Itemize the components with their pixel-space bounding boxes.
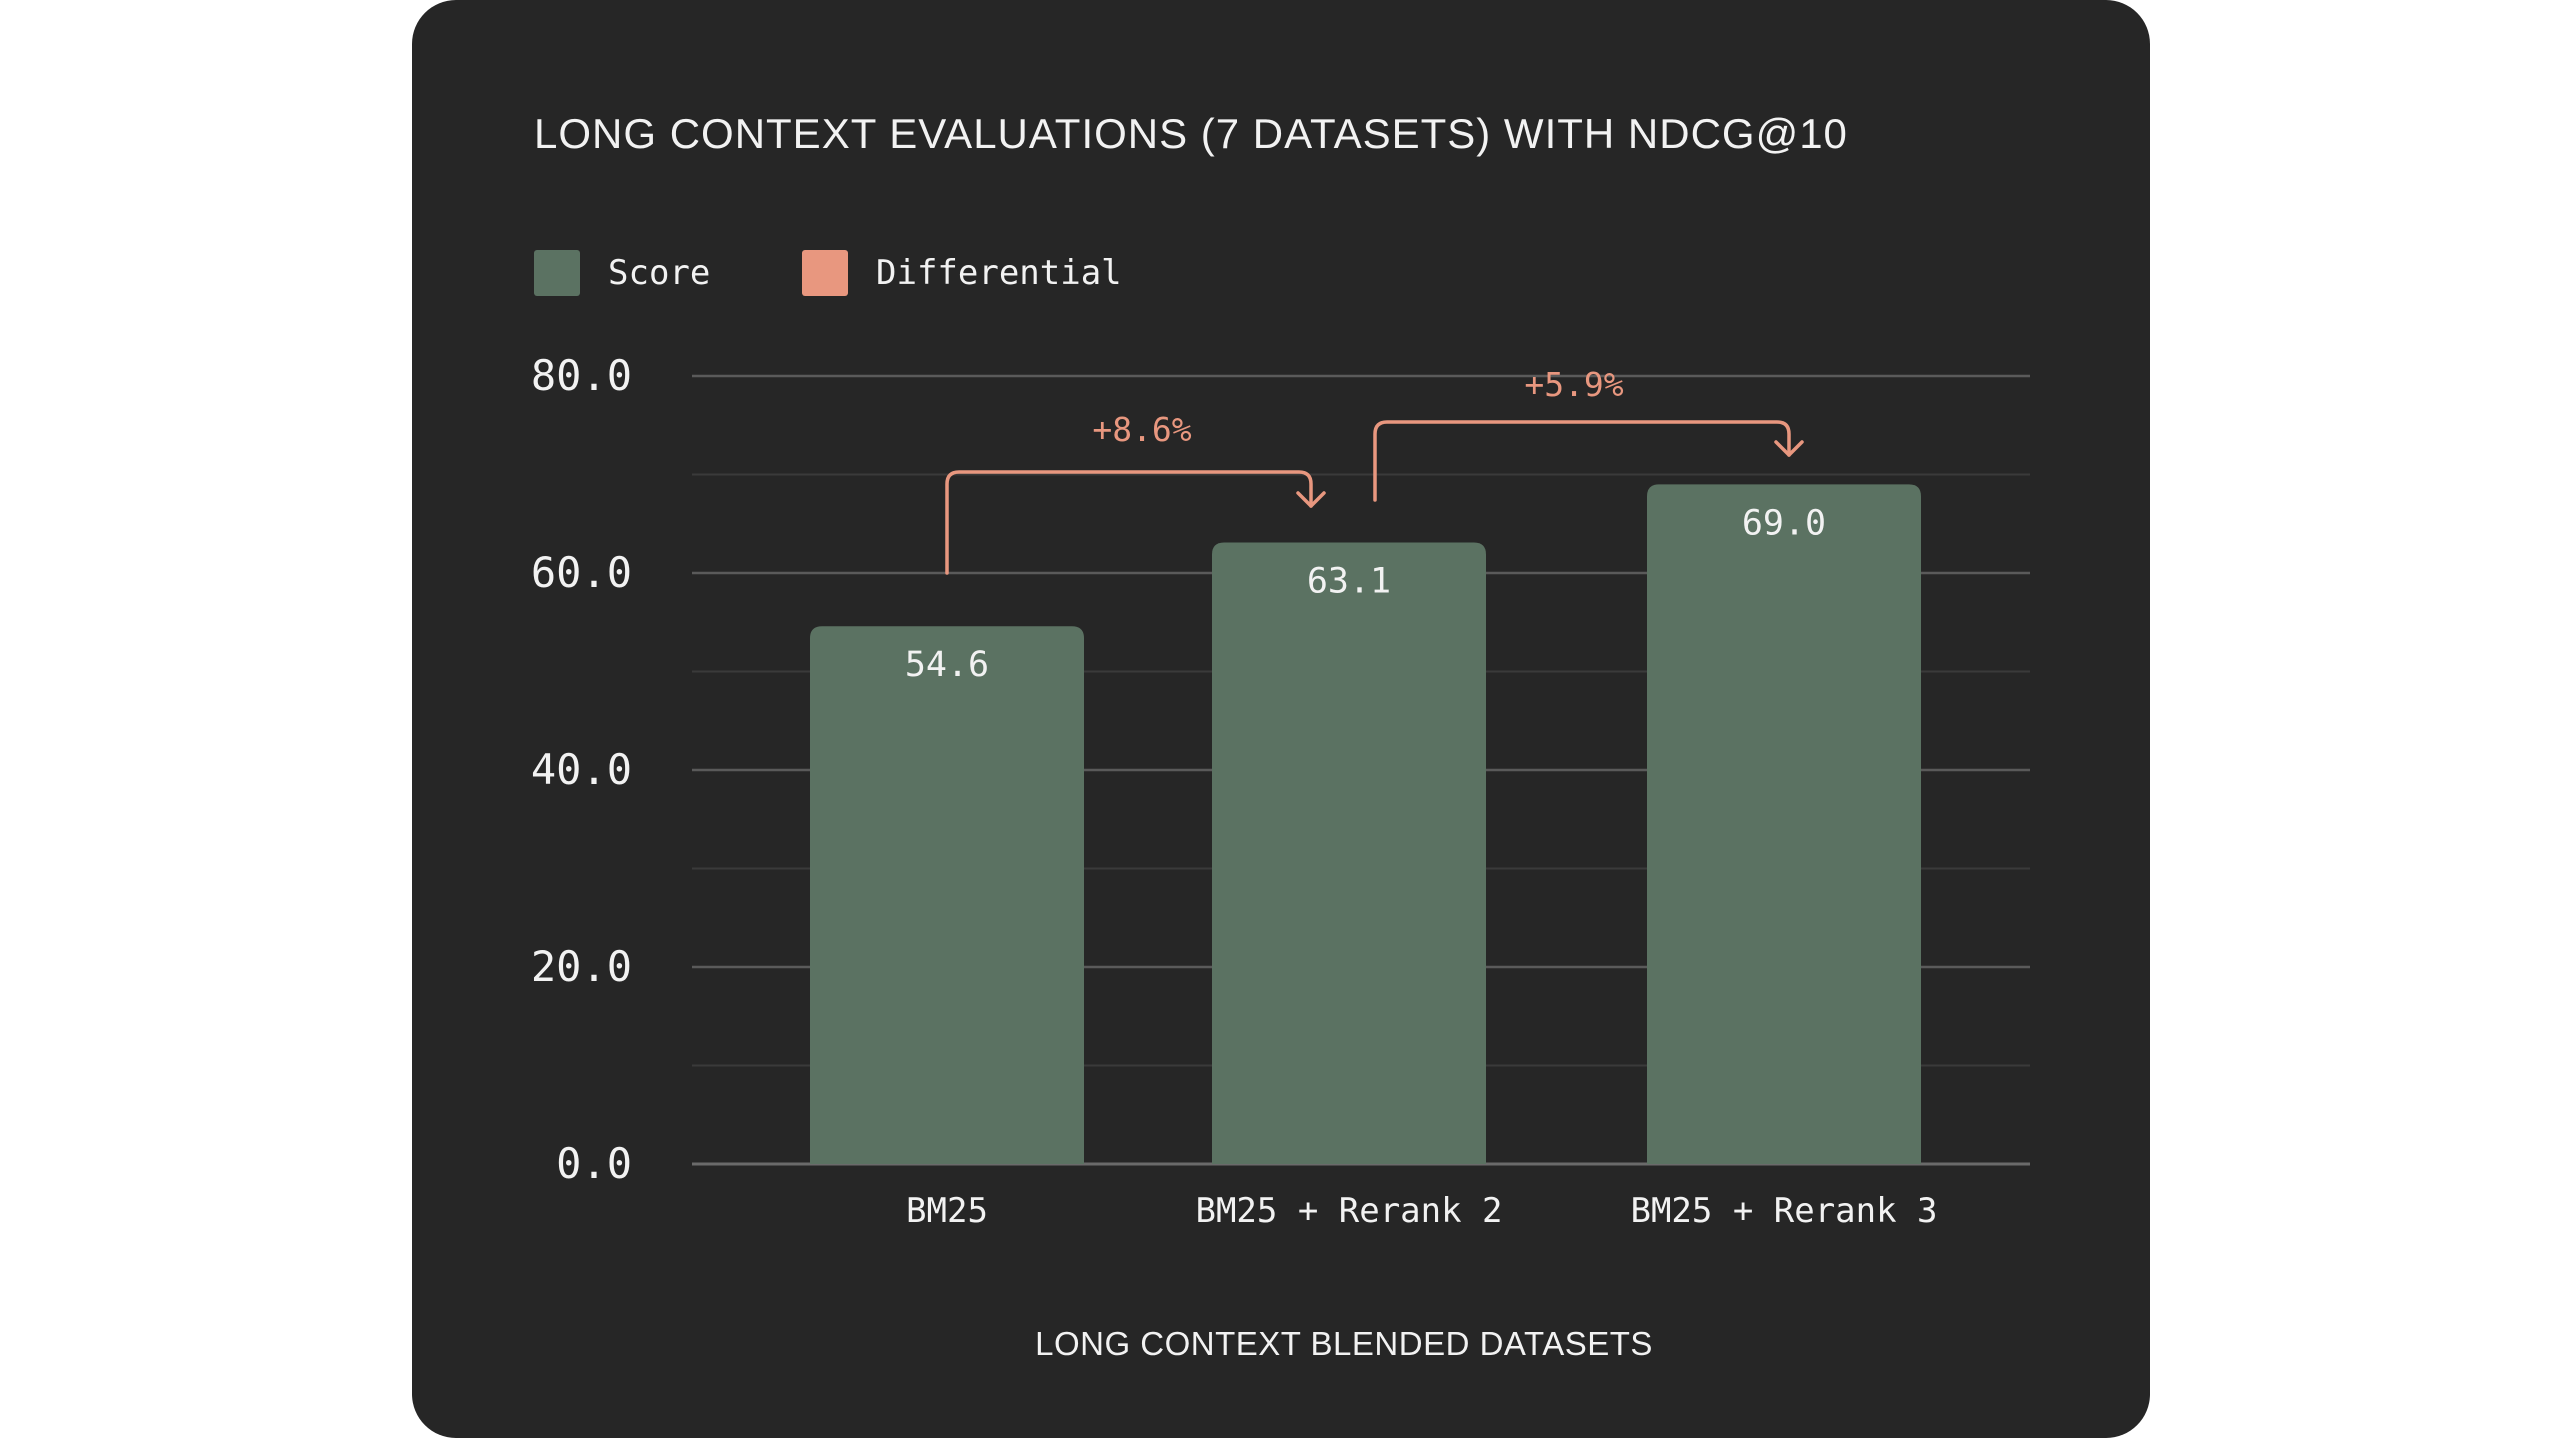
legend-label-score: Score bbox=[608, 253, 710, 293]
legend-swatch-score bbox=[534, 250, 580, 296]
y-tick-label: 40.0 bbox=[531, 745, 632, 794]
differential-annotations: +8.6% +5.9% bbox=[945, 365, 1804, 575]
differential-connector bbox=[945, 470, 1313, 575]
y-tick-label: 80.0 bbox=[531, 351, 632, 400]
bar-value-label: 69.0 bbox=[1742, 503, 1826, 543]
legend-label-differential: Differential bbox=[876, 253, 1122, 293]
chart-title: LONG CONTEXT EVALUATIONS (7 DATASETS) WI… bbox=[534, 110, 1848, 157]
x-tick-label: BM25 bbox=[906, 1191, 988, 1231]
legend: Score Differential bbox=[534, 250, 1122, 296]
bars: 54.6 63.1 69.0 bbox=[810, 484, 1921, 1165]
arrow-down-icon bbox=[1774, 440, 1804, 457]
bar-value-label: 54.6 bbox=[905, 645, 989, 685]
bar bbox=[1647, 484, 1921, 1165]
y-tick-label: 0.0 bbox=[556, 1139, 632, 1188]
bar-chart: LONG CONTEXT EVALUATIONS (7 DATASETS) WI… bbox=[531, 110, 2030, 1362]
x-axis: BM25 BM25 + Rerank 2 BM25 + Rerank 3 bbox=[906, 1191, 1937, 1231]
legend-swatch-differential bbox=[802, 250, 848, 296]
differential-label: +8.6% bbox=[1092, 410, 1191, 449]
y-axis: 0.0 20.0 40.0 60.0 80.0 bbox=[531, 351, 632, 1188]
arrow-down-icon bbox=[1296, 491, 1326, 508]
chart-card: LONG CONTEXT EVALUATIONS (7 DATASETS) WI… bbox=[412, 0, 2150, 1438]
bar-value-label: 63.1 bbox=[1307, 561, 1391, 601]
y-tick-label: 60.0 bbox=[531, 548, 632, 597]
differential-connector bbox=[1373, 420, 1791, 502]
x-tick-label: BM25 + Rerank 2 bbox=[1195, 1191, 1502, 1231]
x-axis-title: LONG CONTEXT BLENDED DATASETS bbox=[1035, 1325, 1653, 1362]
bar bbox=[1212, 542, 1486, 1164]
bar bbox=[810, 626, 1084, 1164]
differential-label: +5.9% bbox=[1524, 365, 1623, 404]
x-tick-label: BM25 + Rerank 3 bbox=[1630, 1191, 1937, 1231]
y-tick-label: 20.0 bbox=[531, 942, 632, 991]
